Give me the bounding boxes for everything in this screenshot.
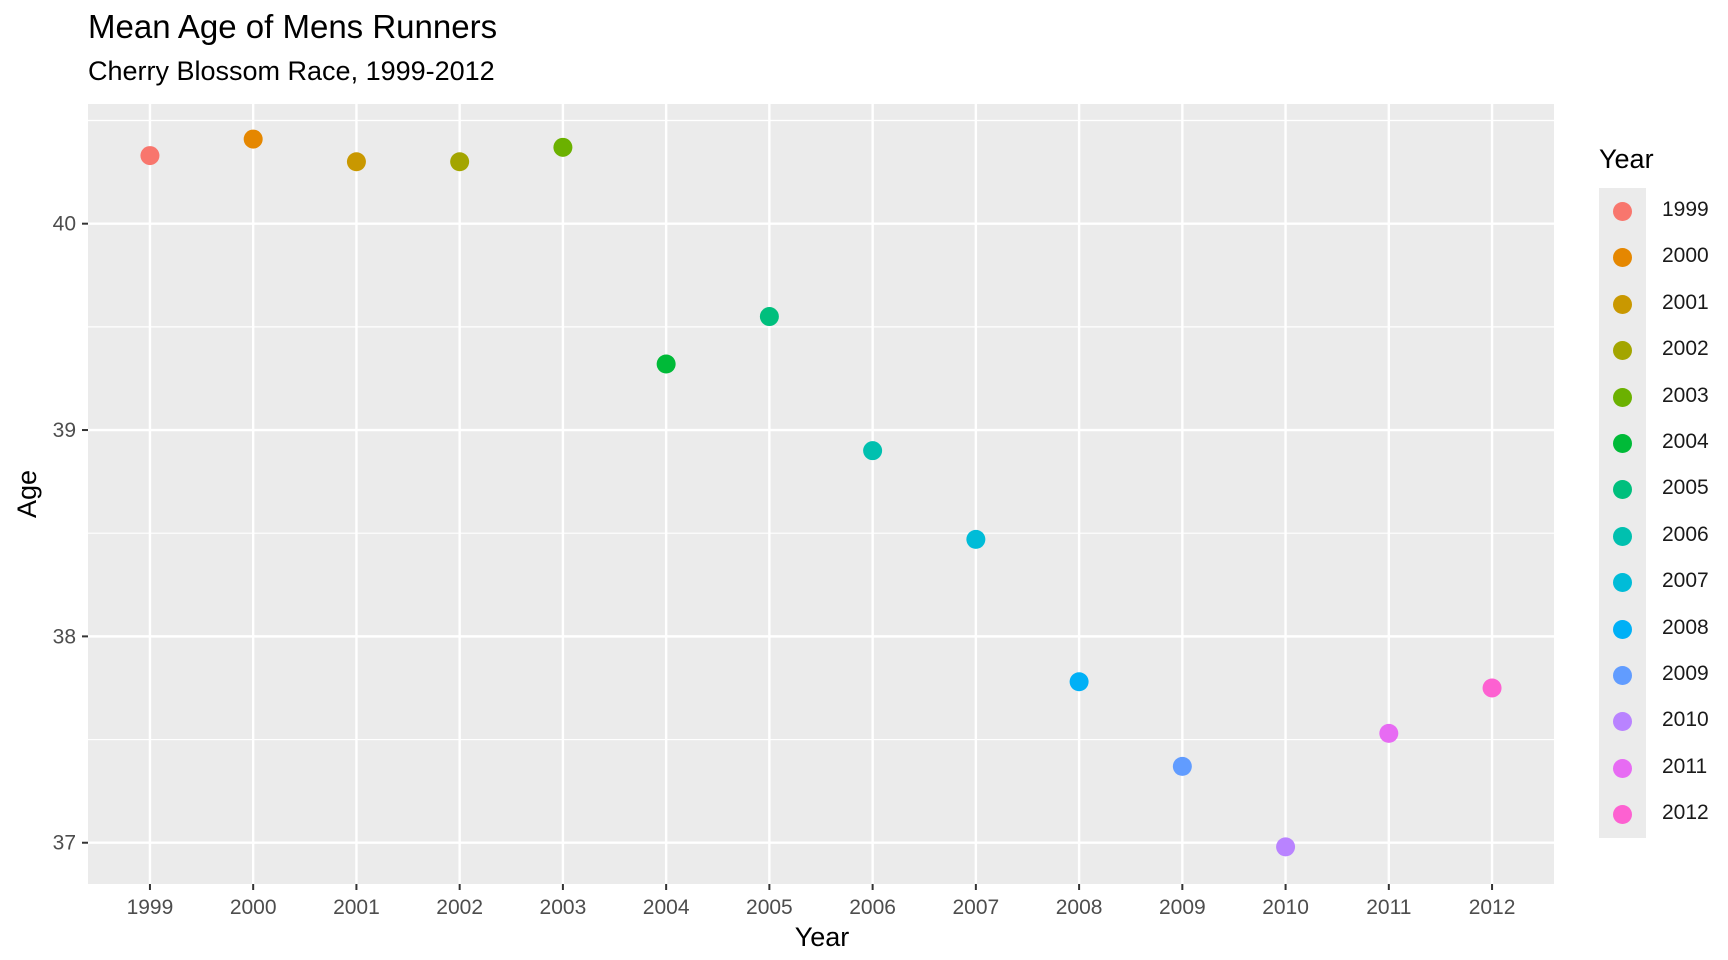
- x-tick-label: 2000: [230, 896, 277, 919]
- chart-title: Mean Age of Mens Runners: [88, 8, 498, 45]
- x-tick-label: 2009: [1159, 896, 1206, 919]
- legend-title: Year: [1599, 144, 1654, 174]
- data-point-2004: [656, 354, 676, 374]
- x-tick-label: 2004: [643, 896, 690, 919]
- data-point-2002: [450, 152, 470, 172]
- legend-item-2009: 2009: [1599, 652, 1728, 699]
- y-tick-label: 38: [53, 625, 76, 648]
- legend-item-1999: 1999: [1599, 188, 1728, 235]
- legend-item-2001: 2001: [1599, 281, 1728, 328]
- legend-item-2012: 2012: [1599, 791, 1728, 838]
- y-tick-label: 39: [53, 419, 76, 442]
- legend-key-dot: [1613, 526, 1632, 546]
- data-point-2010: [1276, 837, 1296, 857]
- legend-label: 2012: [1662, 801, 1709, 825]
- x-tick-label: 2003: [540, 896, 587, 919]
- chart-subtitle: Cherry Blossom Race, 1999-2012: [88, 56, 495, 86]
- x-axis-title: Year: [795, 922, 850, 952]
- x-tick-label: 2001: [333, 896, 380, 919]
- data-point-2000: [243, 129, 263, 149]
- y-tick-label: 37: [53, 832, 76, 855]
- y-tick-label: 40: [53, 213, 76, 236]
- legend-item-2002: 2002: [1599, 327, 1728, 374]
- data-point-2001: [346, 152, 366, 172]
- data-point-2003: [553, 137, 573, 157]
- legend-item-2000: 2000: [1599, 234, 1728, 281]
- legend-key-dot: [1613, 294, 1632, 314]
- x-tick-label: 2011: [1366, 896, 1411, 919]
- x-tick-label: 2006: [849, 896, 896, 919]
- legend-item-2004: 2004: [1599, 420, 1728, 467]
- data-point-1999: [140, 146, 160, 166]
- x-tick-label: 1999: [127, 896, 174, 919]
- legend-key-dot: [1613, 387, 1632, 407]
- data-point-2007: [966, 529, 986, 549]
- legend-item-2003: 2003: [1599, 374, 1728, 421]
- legend-label: 2002: [1662, 337, 1709, 361]
- legend-label: 2011: [1662, 754, 1708, 778]
- legend-label: 2001: [1662, 290, 1709, 314]
- y-axis-title: Age: [12, 470, 42, 518]
- data-point-2011: [1379, 723, 1399, 743]
- legend-label: 2000: [1662, 244, 1709, 268]
- legend-label: 2007: [1662, 569, 1709, 593]
- x-tick-label: 2002: [436, 896, 483, 919]
- plot-panel: [88, 104, 1554, 884]
- x-tick-label: 2005: [746, 896, 793, 919]
- data-point-2008: [1069, 672, 1089, 692]
- legend-item-2006: 2006: [1599, 513, 1728, 560]
- legend-label: 1999: [1662, 198, 1709, 221]
- legend-key-dot: [1613, 712, 1632, 732]
- legend-key-dot: [1613, 434, 1632, 453]
- legend-label: 2005: [1662, 476, 1709, 500]
- legend-item-2008: 2008: [1599, 606, 1728, 653]
- legend-key-dot: [1613, 666, 1632, 685]
- legend-key-dot: [1613, 480, 1632, 500]
- x-tick-label: 2008: [1056, 896, 1103, 919]
- legend-item-2005: 2005: [1599, 466, 1728, 513]
- legend-key-dot: [1613, 202, 1632, 221]
- legend-item-2007: 2007: [1599, 559, 1728, 606]
- legend-label: 2010: [1662, 708, 1709, 732]
- legend-item-2011: 2011: [1599, 745, 1728, 792]
- data-point-2012: [1482, 678, 1502, 698]
- legend-label: 2008: [1662, 615, 1709, 639]
- legend-label: 2009: [1662, 662, 1709, 685]
- legend-key-dot: [1613, 573, 1632, 593]
- legend-label: 2006: [1662, 522, 1709, 546]
- legend-key-dot: [1613, 248, 1632, 268]
- legend-key-dot: [1613, 619, 1632, 639]
- legend-key-dot: [1613, 758, 1632, 778]
- x-tick-label: 2007: [952, 896, 999, 919]
- x-tick-label: 2012: [1469, 896, 1516, 919]
- legend-item-2010: 2010: [1599, 698, 1728, 745]
- x-tick-label: 2010: [1262, 896, 1309, 919]
- data-point-2006: [863, 441, 883, 461]
- data-point-2009: [1172, 756, 1192, 776]
- data-point-2005: [759, 307, 779, 327]
- legend-key-dot: [1613, 341, 1632, 361]
- legend-label: 2003: [1662, 383, 1709, 407]
- legend-key-dot: [1613, 805, 1632, 825]
- legend-label: 2004: [1662, 430, 1709, 453]
